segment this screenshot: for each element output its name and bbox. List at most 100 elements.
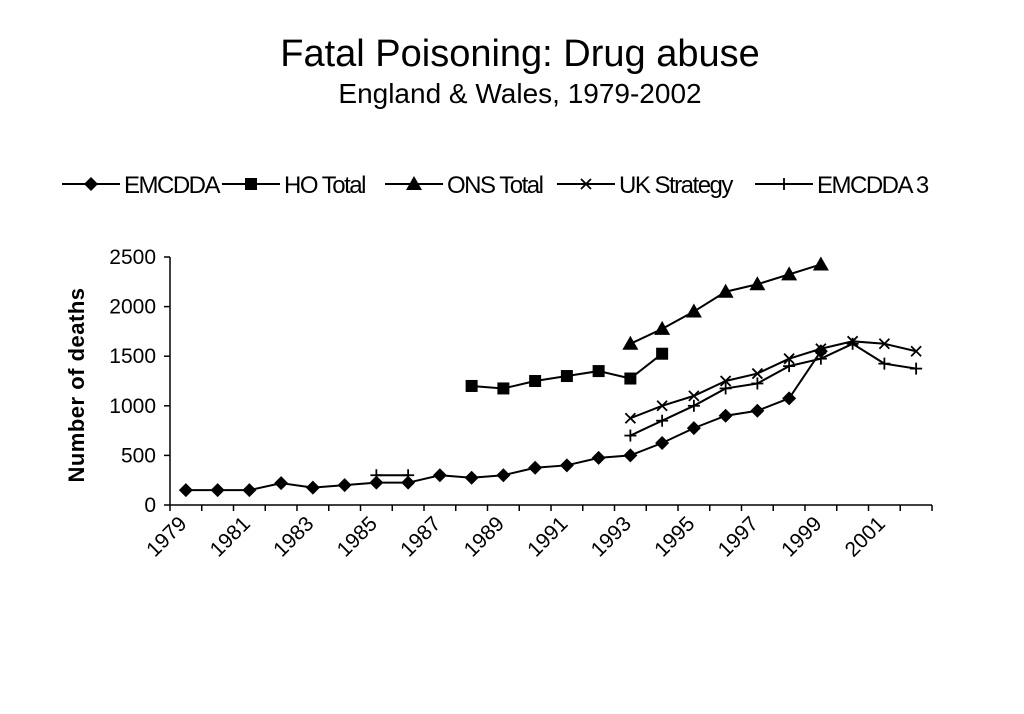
data-point-uk-strategy xyxy=(656,400,668,412)
legend-label: HO Total xyxy=(284,172,365,199)
data-point-ons-total xyxy=(654,320,671,335)
x-tick-label: 1981 xyxy=(206,512,255,561)
data-point-ons-total xyxy=(749,276,766,291)
series-ho-total xyxy=(465,347,669,395)
data-point-emcdda-3 xyxy=(624,429,637,442)
data-point-emcdda xyxy=(369,475,384,490)
data-point-emcdda xyxy=(655,436,670,450)
data-point-emcdda xyxy=(242,483,257,498)
data-point-uk-strategy xyxy=(783,353,795,365)
data-point-emcdda xyxy=(718,408,733,423)
legend-item-emcdda-3: EMCDDA 3 xyxy=(755,172,930,199)
x-tick-label: 2001 xyxy=(841,512,890,561)
series-ons-total xyxy=(622,256,829,350)
data-point-emcdda-3 xyxy=(719,382,732,395)
x-tick-label: 1995 xyxy=(650,512,699,561)
x-marker-stroke xyxy=(783,353,795,365)
data-point-emcdda xyxy=(750,403,765,418)
data-point-ons-total xyxy=(812,256,829,271)
y-tick-label: 500 xyxy=(121,444,156,467)
data-point-emcdda xyxy=(528,460,543,475)
legend: EMCDDA HO Total ONS Total UK Strategy EMCDDA… xyxy=(62,172,930,199)
x-marker-stroke xyxy=(624,412,637,424)
data-point-uk-strategy xyxy=(815,343,827,355)
y-tick-label: 0 xyxy=(144,494,156,517)
data-point-emcdda xyxy=(274,476,289,491)
data-point-emcdda-3 xyxy=(783,360,796,373)
series-line-emcdda-3 xyxy=(629,342,917,437)
data-point-uk-strategy xyxy=(719,375,732,387)
data-point-ho-total xyxy=(465,379,478,392)
data-point-emcdda-3 xyxy=(814,352,827,365)
data-point-emcdda-3 xyxy=(656,414,669,427)
x-tick-label: 1989 xyxy=(460,512,509,561)
legend-label: EMCDDA xyxy=(124,172,220,199)
legend-item-ons-total: ONS Total xyxy=(385,172,544,199)
x-tick-label: 1991 xyxy=(523,512,572,561)
chart-subtitle: England & Wales, 1979-2002 xyxy=(338,78,701,109)
series-line-uk-strategy xyxy=(630,340,917,420)
x-marker-stroke xyxy=(815,343,827,355)
legend-item-uk-strategy: UK Strategy xyxy=(557,172,735,199)
data-point-uk-strategy xyxy=(751,367,764,380)
x-marker-stroke xyxy=(910,345,922,357)
y-tick-label: 2500 xyxy=(109,246,156,269)
data-point-emcdda-3 xyxy=(878,357,891,370)
plot-area xyxy=(178,256,923,498)
series-uk-strategy xyxy=(624,335,922,424)
x-tick-label: 1993 xyxy=(587,512,636,561)
data-point-emcdda xyxy=(782,391,797,406)
series-emcdda-3 xyxy=(370,337,923,482)
data-point-uk-strategy xyxy=(688,390,700,402)
data-point-ho-total xyxy=(560,370,573,383)
series-emcdda xyxy=(178,344,828,498)
data-point-ons-total xyxy=(622,335,639,350)
data-point-emcdda-3 xyxy=(846,337,859,350)
data-point-ons-total xyxy=(685,303,702,318)
x-marker-stroke xyxy=(751,367,764,380)
data-point-ho-total xyxy=(592,365,605,378)
data-point-ho-total xyxy=(656,347,669,360)
legend-marker xyxy=(84,177,98,191)
data-point-uk-strategy xyxy=(624,412,637,424)
data-point-emcdda xyxy=(432,468,447,483)
data-point-emcdda xyxy=(686,421,701,436)
data-point-emcdda xyxy=(591,450,606,465)
x-marker-stroke xyxy=(580,178,592,190)
legend-marker xyxy=(245,178,257,190)
legend-marker xyxy=(406,176,422,190)
data-point-emcdda-3 xyxy=(402,469,415,482)
legend-marker xyxy=(778,178,790,190)
data-point-ho-total xyxy=(529,375,542,387)
x-tick-label: 1999 xyxy=(777,512,826,561)
x-tick-label: 1987 xyxy=(396,512,445,561)
data-point-ho-total xyxy=(624,372,637,385)
y-tick-label: 2000 xyxy=(109,296,156,319)
x-marker-stroke xyxy=(878,338,891,350)
data-point-emcdda xyxy=(464,470,479,485)
x-tick-label: 1979 xyxy=(142,512,191,561)
data-point-emcdda xyxy=(559,458,574,473)
data-point-emcdda xyxy=(496,468,511,483)
data-point-emcdda xyxy=(623,448,638,463)
y-tick-label: 1000 xyxy=(109,395,156,418)
x-tick-label: 1997 xyxy=(714,512,763,561)
legend-item-emcdda: EMCDDA xyxy=(62,172,222,199)
x-tick-label: 1983 xyxy=(269,512,318,561)
x-tick-label: 1985 xyxy=(333,512,382,561)
data-point-uk-strategy xyxy=(910,345,922,357)
data-point-emcdda xyxy=(401,475,416,490)
x-marker-stroke xyxy=(688,390,700,402)
data-point-emcdda xyxy=(337,478,352,493)
data-point-emcdda xyxy=(305,480,320,495)
data-point-emcdda xyxy=(178,483,193,498)
data-point-emcdda xyxy=(210,483,225,498)
legend-label: UK Strategy xyxy=(619,172,733,199)
data-point-emcdda-3 xyxy=(687,399,700,412)
data-point-uk-strategy xyxy=(878,338,891,350)
y-tick-label: 1500 xyxy=(109,345,156,368)
x-marker-stroke xyxy=(656,400,668,412)
legend-label: EMCDDA 3 xyxy=(817,172,929,199)
